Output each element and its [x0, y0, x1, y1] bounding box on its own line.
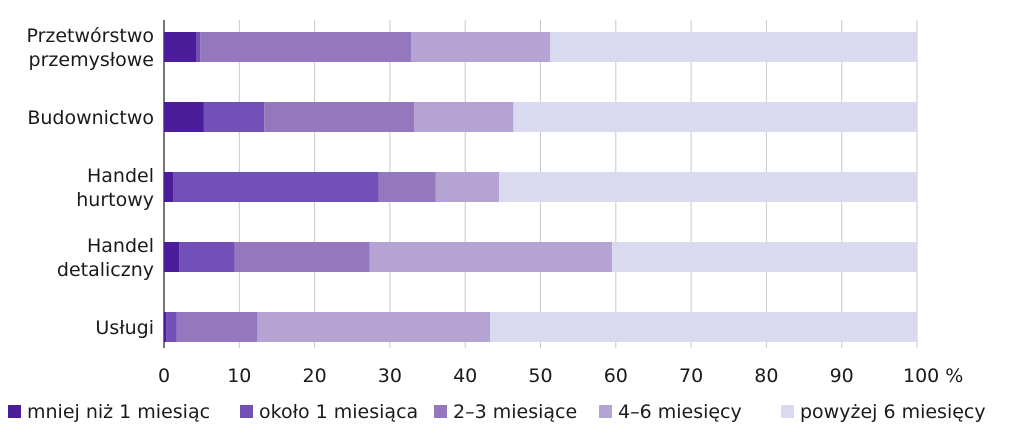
x-axis-tick-labels: 0 10 20 30 40 50 60 70 80 90 100 % [158, 365, 963, 387]
bar-segment [164, 32, 197, 62]
bar-segment [164, 102, 204, 132]
x-tick-label: 60 [604, 365, 628, 387]
category-label: detaliczny [57, 259, 154, 281]
bar-segment [435, 172, 500, 202]
bar-segment [203, 102, 265, 132]
x-tick-label: 90 [830, 365, 854, 387]
legend-label: powyżej 6 miesięcy [800, 401, 986, 423]
category-label: Handel [87, 235, 154, 257]
bar-segment [176, 312, 258, 342]
bar-segment [164, 242, 180, 272]
category-label: Budownictwo [27, 107, 154, 129]
bar-segment [612, 242, 917, 272]
x-tick-label: 20 [303, 365, 327, 387]
legend-label: około 1 miesiąca [259, 401, 418, 423]
x-tick-label: 80 [754, 365, 778, 387]
x-tick-label: 50 [528, 365, 552, 387]
x-tick-label: 30 [378, 365, 402, 387]
bar-segment [499, 172, 917, 202]
bar-segment [164, 172, 174, 202]
legend-swatch [599, 405, 612, 418]
bar-segment [413, 102, 514, 132]
legend-swatch [434, 405, 447, 418]
legend-swatch [781, 405, 794, 418]
x-tick-label: 10 [227, 365, 251, 387]
category-label: przemysłowe [29, 49, 154, 71]
category-label: Przetwórstwo [26, 25, 154, 47]
legend-label: 4–6 miesięcy [618, 401, 742, 423]
bars [164, 32, 917, 342]
bar-segment [490, 312, 917, 342]
bar-segment [200, 32, 411, 62]
legend-label: 2–3 miesiące [453, 401, 577, 423]
bar-segment [369, 242, 613, 272]
x-tick-label: 70 [679, 365, 703, 387]
legend-label: mniej niż 1 miesiąc [27, 401, 210, 423]
x-tick-label: 0 [158, 365, 170, 387]
bar-segment [164, 312, 167, 342]
bar-segment [234, 242, 370, 272]
legend: mniej niż 1 miesiąc około 1 miesiąca 2–3 m… [8, 401, 986, 423]
bar-segment [513, 102, 917, 132]
x-tick-label: 100 % [903, 365, 963, 387]
bar-segment [173, 172, 379, 202]
bar-segment [179, 242, 235, 272]
bar-segment [196, 32, 201, 62]
legend-swatch [240, 405, 253, 418]
bar-segment [550, 32, 917, 62]
bar-segment [257, 312, 491, 342]
category-label: Handel [87, 165, 154, 187]
x-tick-label: 40 [453, 365, 477, 387]
bar-segment [264, 102, 414, 132]
category-label: hurtowy [76, 189, 154, 211]
legend-swatch [8, 405, 21, 418]
bar-segment [410, 32, 551, 62]
bar-segment [166, 312, 177, 342]
bar-segment [378, 172, 436, 202]
category-label: Usługi [95, 317, 154, 339]
